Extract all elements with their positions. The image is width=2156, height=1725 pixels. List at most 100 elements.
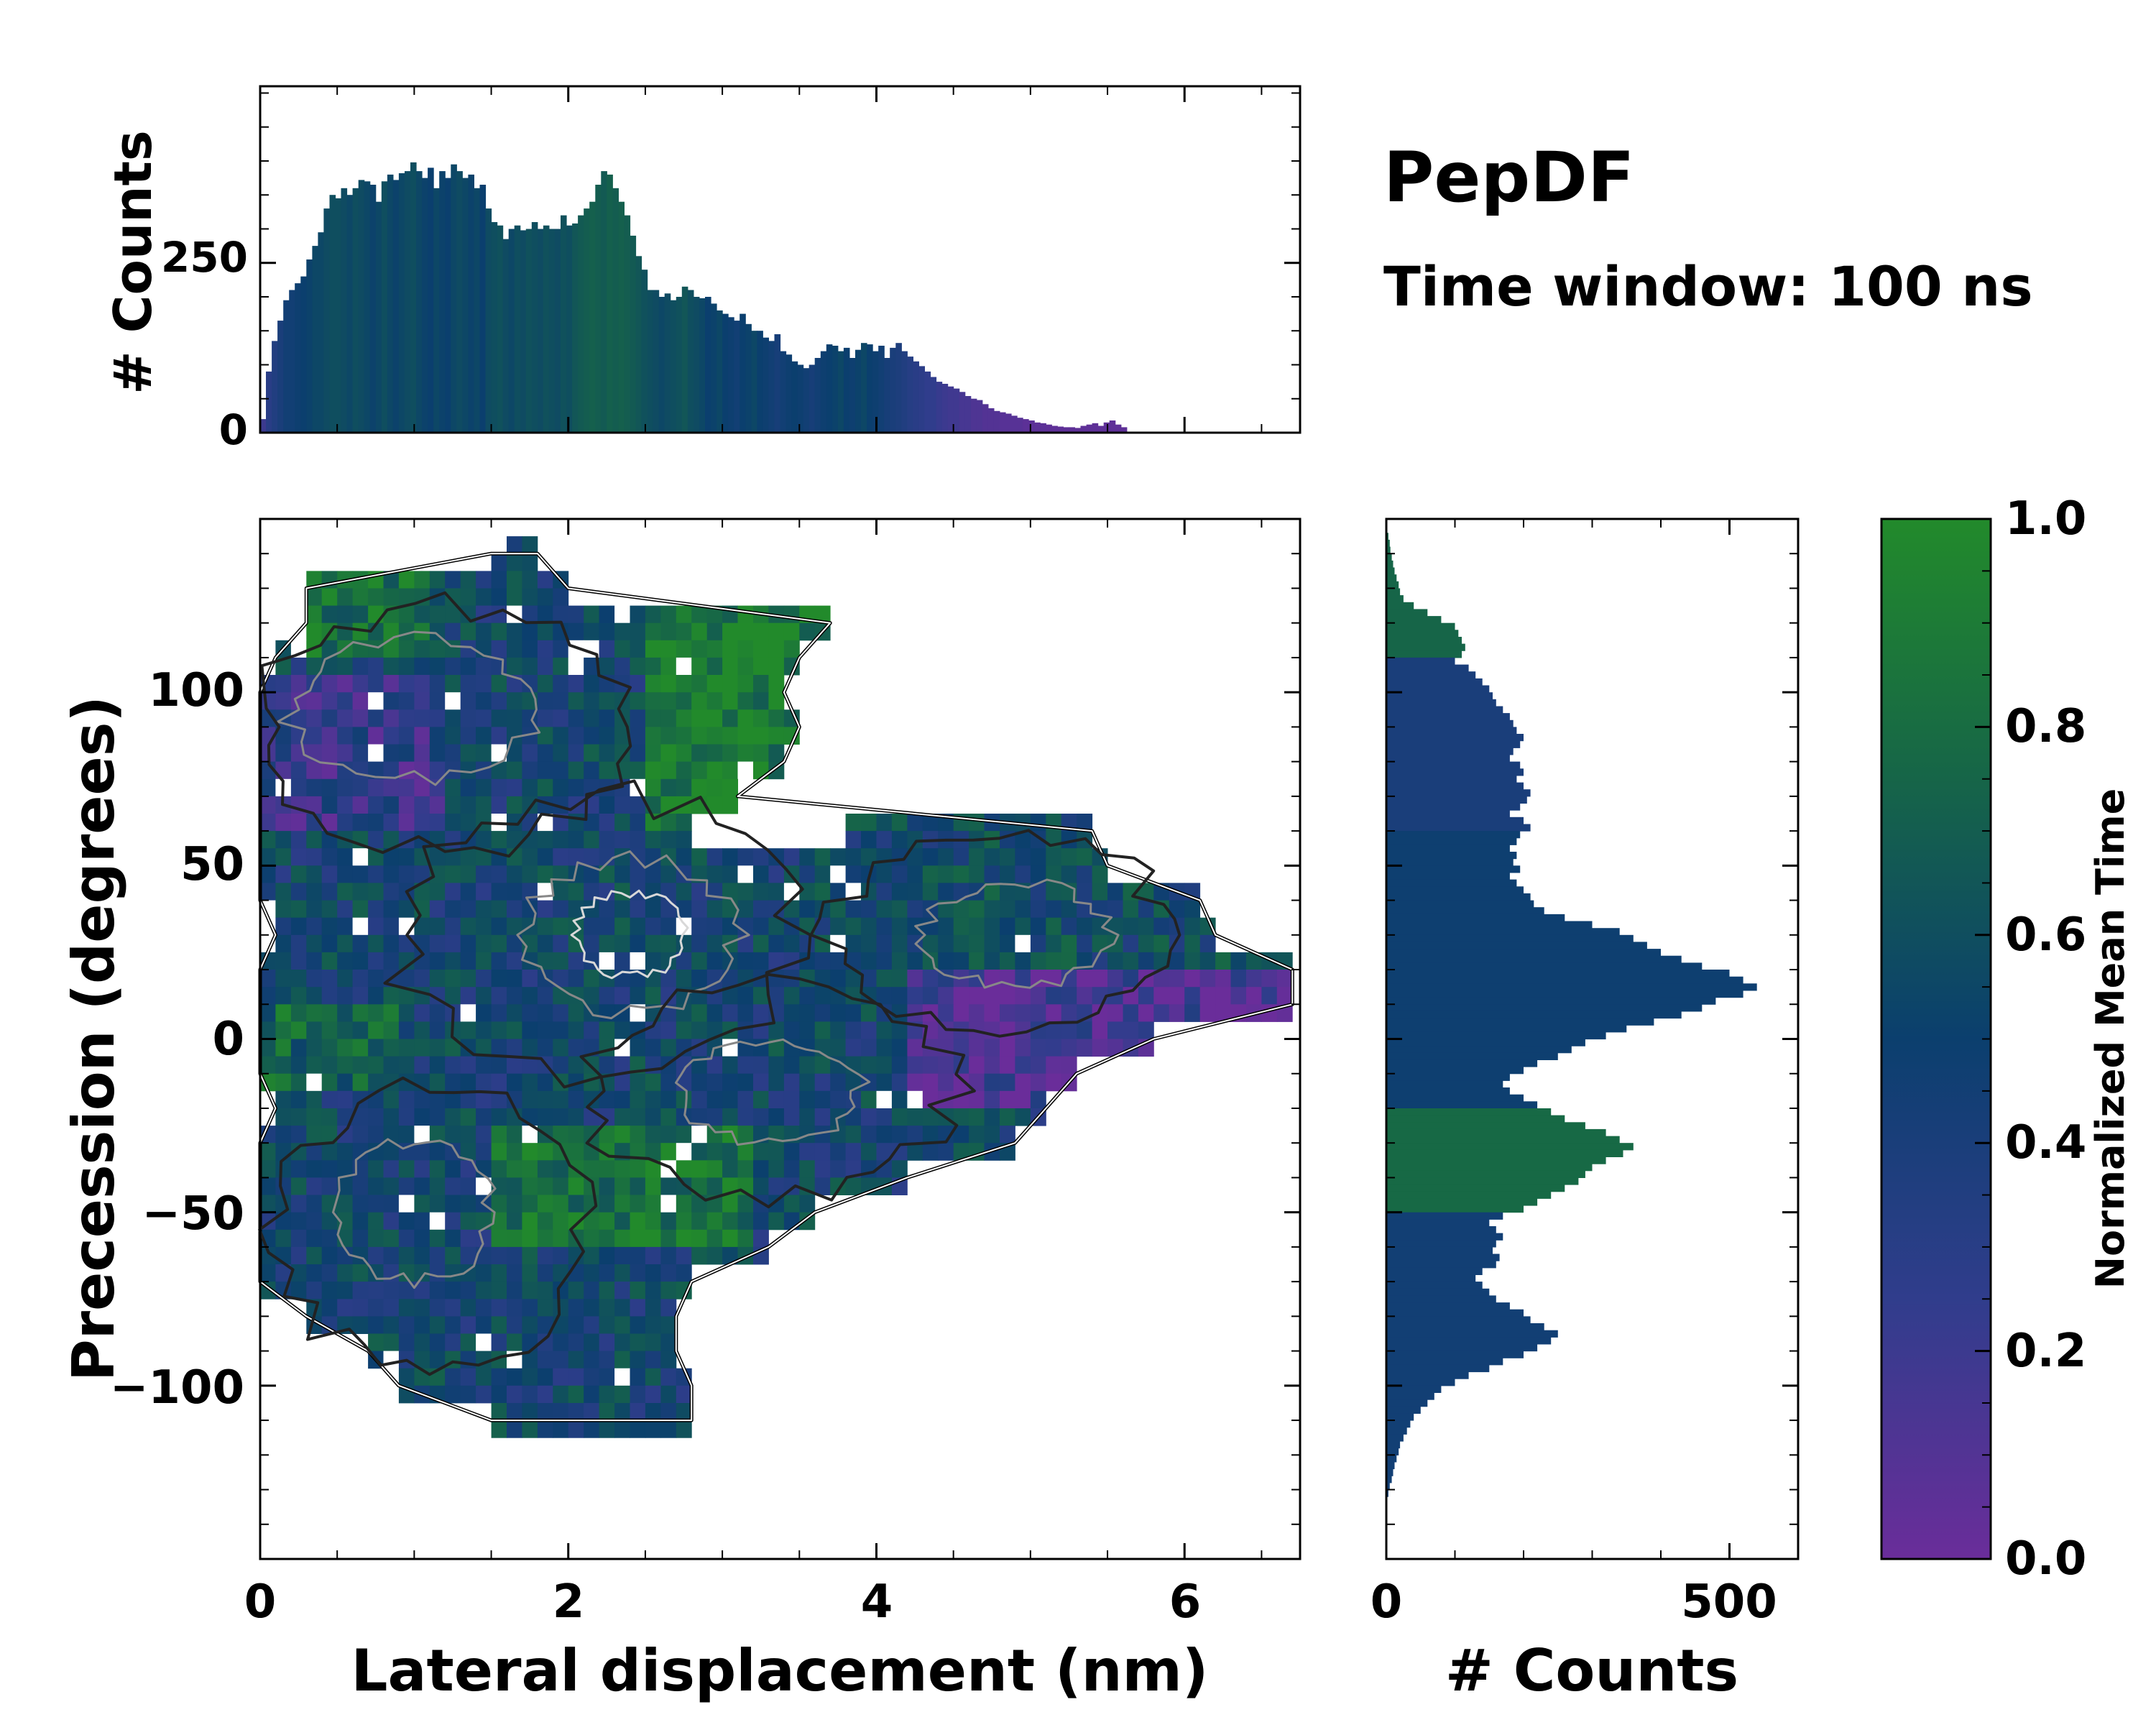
heatmap-cell [737,1195,754,1213]
heatmap-cell [768,900,785,919]
heatmap-cell [398,865,415,883]
top-histogram-bar [479,185,487,433]
heatmap-cell [1000,1004,1015,1022]
heatmap-cell [352,1073,369,1092]
side-histogram-bar [1386,1323,1544,1331]
side-histogram-bar [1386,1295,1496,1303]
heatmap-cell [584,1212,600,1230]
top-histogram-bar [289,290,295,433]
heatmap-cell [584,1368,600,1386]
heatmap-cell [1107,970,1123,988]
heatmap-cell [290,1108,307,1126]
heatmap-cell [537,1229,553,1248]
heatmap-cell [445,1282,461,1300]
heatmap-cell [460,1282,476,1300]
heatmap-cell [476,709,492,727]
heatmap-cell [321,1246,338,1265]
heatmap-cell [537,1177,553,1195]
heatmap-cell [691,1212,708,1230]
heatmap-cell [568,675,584,693]
heatmap-cell [691,917,708,936]
heatmap-cell [783,934,800,953]
heatmap-cell [922,848,939,866]
heatmap-cell [861,1004,877,1022]
heatmap-cell [660,1073,677,1092]
heatmap-cell [260,814,276,832]
heatmap-cell [522,761,538,780]
heatmap-cell [260,1195,276,1213]
heatmap-cell [368,1056,384,1075]
xtick-label-0: 0 [244,1576,277,1629]
heatmap-cell [476,934,492,953]
side-histogram-bars [1386,533,1757,1497]
heatmap-cell [1123,917,1139,936]
side-xtick-label-500: 500 [1681,1576,1777,1629]
heatmap-cell [275,865,292,883]
heatmap-cell [414,657,430,676]
heatmap-cell [830,952,847,970]
heatmap-cell [537,1143,553,1161]
heatmap-cell [753,1004,769,1022]
heatmap-cell [368,831,384,849]
heatmap-cell [799,1090,816,1109]
heatmap-cell [321,605,338,624]
heatmap-cell [660,1021,677,1039]
heatmap-cell [491,883,507,901]
heatmap-cell [722,987,738,1005]
heatmap-cell [306,692,323,710]
heatmap-cell [676,744,692,763]
heatmap-cell [1030,952,1046,970]
heatmap-cell [553,934,569,953]
heatmap-cell [306,848,323,866]
top-histogram-bar [566,225,573,433]
heatmap-cell [1077,987,1093,1005]
side-histogram-bar [1386,1046,1572,1054]
heatmap-cell [630,865,646,883]
heatmap-cell [429,1090,446,1109]
heatmap-cell [1215,952,1231,970]
heatmap-cell [1153,934,1170,953]
heatmap-cell [706,622,723,641]
heatmap-cell [599,744,615,763]
heatmap-cell [260,1264,276,1282]
heatmap-cell [953,987,969,1005]
heatmap-cell [445,605,461,624]
heatmap-cell [321,848,338,866]
side-histogram-bar [1386,1399,1428,1407]
heatmap-cell [537,588,553,607]
heatmap-cell [321,1039,338,1057]
heatmap-cell [537,1351,553,1369]
heatmap-cell [352,692,369,710]
heatmap-cell [368,1004,384,1022]
heatmap-cell [352,1039,369,1057]
heatmap-cell [1215,987,1231,1005]
heatmap-cell [383,934,400,953]
heatmap-cell [398,709,415,727]
heatmap-cell [383,1351,400,1369]
heatmap-cell [476,657,492,676]
heatmap-cell [845,1160,862,1178]
heatmap-cell [737,1212,754,1230]
heatmap-cell [645,831,661,849]
heatmap-cell [337,709,354,727]
heatmap-cell [584,761,600,780]
heatmap-cell [938,917,954,936]
heatmap-cell [753,1212,769,1230]
heatmap-cell [306,1090,323,1109]
top-histogram-bar [1069,427,1075,433]
heatmap-cell [1261,970,1278,988]
heatmap-cell [630,1333,646,1352]
heatmap-cell [645,1039,661,1057]
heatmap-cell [383,1143,400,1161]
side-histogram-bar [1386,706,1503,714]
top-histogram-bar [456,171,463,433]
top-histogram-bar [612,188,619,433]
heatmap-cell [398,1039,415,1057]
heatmap-cell [953,1039,969,1057]
heatmap-cell [368,640,384,658]
heatmap-cell [460,709,476,727]
heatmap-cell [275,883,292,901]
top-histogram-ticks [259,86,1300,434]
heatmap-cell [398,1264,415,1282]
heatmap-cell [876,1039,893,1057]
